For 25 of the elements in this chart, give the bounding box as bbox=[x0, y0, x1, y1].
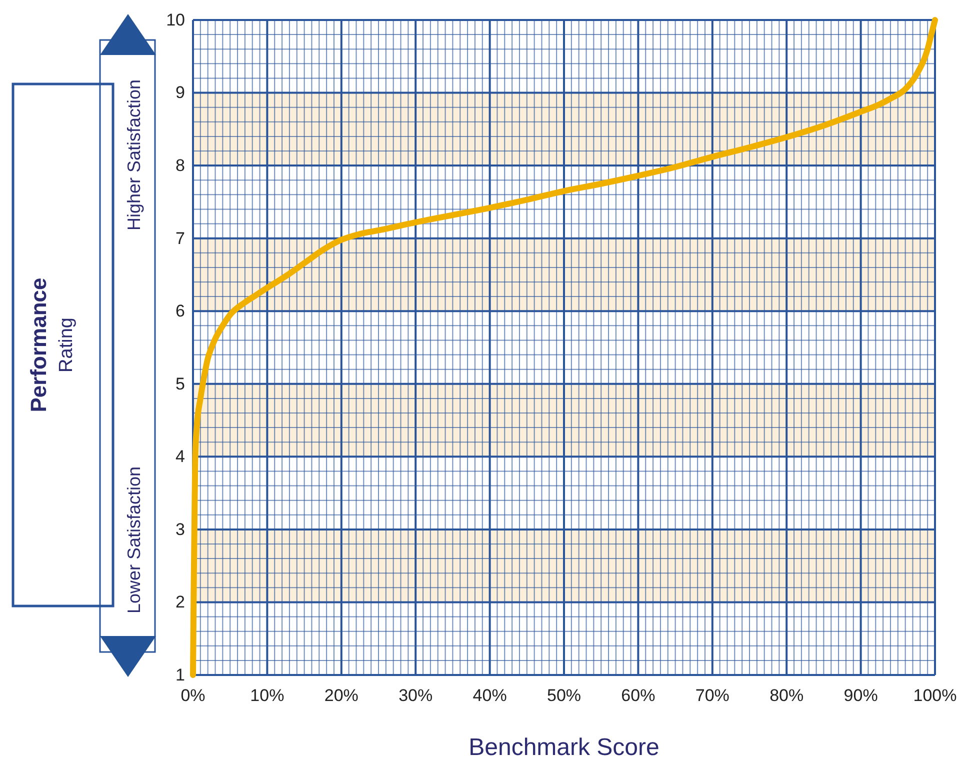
y-tick-label: 4 bbox=[176, 447, 185, 466]
text: Higher Satisfaction bbox=[124, 79, 144, 231]
x-tick-label: 100% bbox=[913, 686, 957, 706]
y-tick-label: 8 bbox=[176, 156, 185, 175]
y-axis-title: Performance Rating bbox=[26, 278, 77, 412]
x-tick-label: 30% bbox=[398, 686, 433, 706]
x-axis-title: Benchmark Score bbox=[468, 734, 660, 761]
y-tick-label: 5 bbox=[176, 374, 185, 394]
x-tick-label: 70% bbox=[695, 686, 730, 706]
x-tick-label: 50% bbox=[546, 686, 582, 706]
y-tick-label: 7 bbox=[176, 228, 185, 248]
y-tick-label: 6 bbox=[176, 302, 185, 321]
y-tick-label: 3 bbox=[176, 520, 185, 539]
x-tick-label: 60% bbox=[621, 686, 656, 706]
y-tick-label: 1 bbox=[176, 665, 185, 684]
x-tick-label: 90% bbox=[844, 686, 878, 706]
y-tick-label: 10 bbox=[166, 10, 185, 30]
x-tick-label: 0% bbox=[180, 686, 206, 706]
x-tick-label: 40% bbox=[472, 686, 507, 706]
y-tick-label: 9 bbox=[176, 83, 185, 102]
text: Lower Satisfaction bbox=[124, 466, 144, 614]
x-tick-label: 80% bbox=[770, 686, 804, 706]
x-tick-label: 20% bbox=[324, 686, 358, 706]
x-tick-label: 10% bbox=[250, 686, 284, 706]
y-tick-label: 2 bbox=[176, 592, 185, 612]
